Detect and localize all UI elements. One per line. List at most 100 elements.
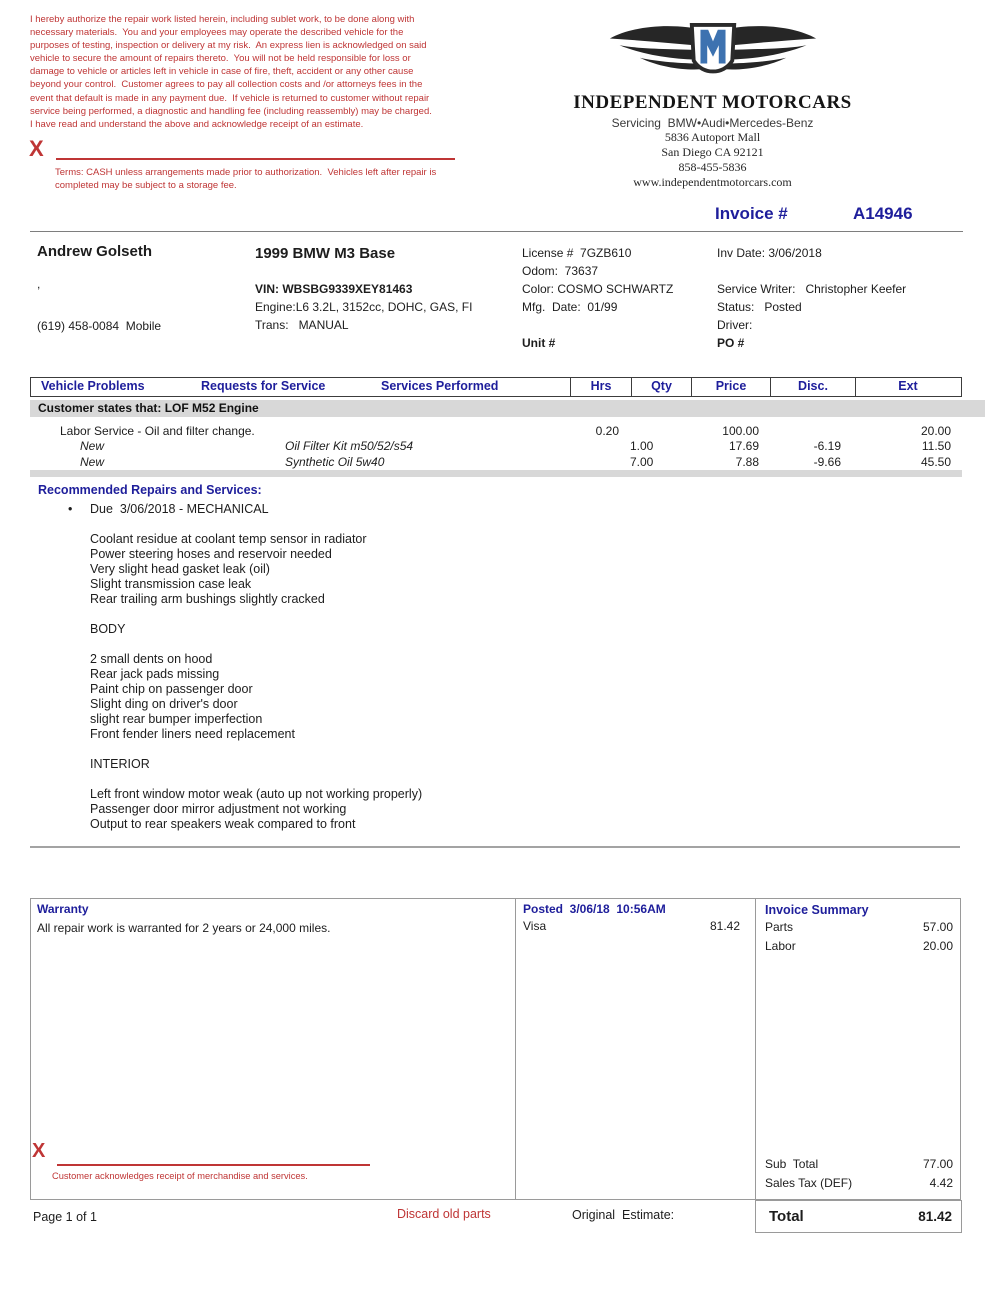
subtotal-row: Sub Total 77.00 <box>765 1157 953 1171</box>
labor-label: Labor <box>765 939 796 953</box>
vehicle-transmission: Trans: MANUAL <box>255 318 349 332</box>
disclaimer-line: damage to vehicle or articles left in ve… <box>30 66 414 78</box>
disclaimer-line: necessary materials. You and your employ… <box>30 27 404 39</box>
row-price: 17.69 <box>728 439 759 454</box>
table-row: Labor Service - Oil and filter change. 0… <box>30 424 962 439</box>
sales-tax-label: Sales Tax (DEF) <box>765 1176 853 1190</box>
row-ext: 11.50 <box>921 439 951 454</box>
col-qty: Qty <box>631 378 691 396</box>
col-ext: Ext <box>855 378 960 396</box>
company-address-line1: 5836 Autoport Mall <box>664 130 761 144</box>
recommendations-title: Recommended Repairs and Services: <box>38 483 262 497</box>
header-divider-line <box>30 231 963 232</box>
row-disc <box>769 424 854 439</box>
table-end-band <box>30 470 962 477</box>
vehicle-license: License # 7GZB610 <box>522 246 632 260</box>
row-part-name: Oil Filter Kit m50/52/s54 <box>285 439 414 454</box>
authorization-signature-line <box>56 158 455 160</box>
summary-box-divider <box>755 898 756 1233</box>
table-row: New Synthetic Oil 5w40 7.00 7.88 -9.66 4… <box>30 455 962 470</box>
list-item: Rear jack pads missing <box>90 667 220 681</box>
list-item: Rear trailing arm bushings slightly crac… <box>90 592 325 606</box>
summary-box <box>30 898 961 1200</box>
original-estimate-label: Original Estimate: <box>572 1208 675 1222</box>
company-website: www.independentmotorcars.com <box>633 175 792 189</box>
list-item: Passenger door mirror adjustment not wor… <box>90 802 347 816</box>
posted-title: Posted 3/06/18 10:56AM <box>523 902 666 916</box>
invoice-date: Inv Date: 3/06/2018 <box>717 246 822 260</box>
warranty-title: Warranty <box>37 902 89 916</box>
section-divider-line <box>30 846 960 848</box>
page-indicator: Page 1 of 1 <box>33 1210 97 1224</box>
company-phone: 858-455-5836 <box>678 160 747 174</box>
total-value: 81.42 <box>918 1209 952 1224</box>
disclaimer-line: purposes of testing, inspection or deliv… <box>30 40 427 52</box>
disclaimer-line: event that default is made in any paymen… <box>30 92 430 104</box>
row-price: 100.00 <box>722 424 759 438</box>
vehicle-odometer: Odom: 73637 <box>522 264 599 278</box>
row-disc: -6.19 <box>813 439 841 454</box>
row-hrs <box>569 439 630 454</box>
body-section-header: BODY <box>90 622 126 636</box>
list-item: Slight ding on driver's door <box>90 697 238 711</box>
subtotal-label: Sub Total <box>765 1157 819 1171</box>
sales-tax-row: Sales Tax (DEF) 4.42 <box>765 1176 953 1190</box>
sales-tax-value: 4.42 <box>929 1176 953 1190</box>
col-hrs: Hrs <box>570 378 631 396</box>
parts-label: Parts <box>765 920 794 934</box>
interior-items: Left front window motor weak (auto up no… <box>90 787 422 832</box>
vehicle-engine: Engine:L6 3.2L, 3152cc, DOHC, GAS, FI <box>255 300 473 314</box>
list-item: Paint chip on passenger door <box>90 682 253 696</box>
recommendation-due: Due 3/06/2018 - MECHANICAL <box>90 502 269 516</box>
parts-value: 57.00 <box>922 920 953 934</box>
disclaimer-line: I hereby authorize the repair work liste… <box>30 14 415 25</box>
service-writer: Service Writer: Christopher Keefer <box>717 282 907 296</box>
vehicle-vin: VIN: WBSBG9339XEY81463 <box>255 282 413 296</box>
list-item: Very slight head gasket leak (oil) <box>90 562 270 576</box>
acknowledgement-signature-x: X <box>32 1140 46 1162</box>
col-price: Price <box>691 378 770 396</box>
invoice-number-label: Invoice # <box>715 204 788 223</box>
labor-value: 20.00 <box>922 939 953 953</box>
table-header-descriptions: Vehicle Problems Requests for Service Se… <box>31 378 570 396</box>
vehicle-mfg-date: Mfg. Date: 01/99 <box>522 300 618 314</box>
row-ext: 45.50 <box>920 454 951 469</box>
list-item: 2 small dents on hood <box>90 652 213 666</box>
customer-address: , <box>37 277 41 291</box>
customer-complaint-band: Customer states that: LOF M52 Engine <box>30 400 985 417</box>
row-price: 7.88 <box>735 454 759 469</box>
services-table-rows: Labor Service - Oil and filter change. 0… <box>30 424 962 470</box>
list-item: slight rear bumper imperfection <box>90 712 263 726</box>
row-hrs <box>569 455 630 470</box>
list-item: Left front window motor weak (auto up no… <box>90 787 423 801</box>
disclaimer-line: service being performed, a diagnostic an… <box>30 105 432 117</box>
row-qty: 1.00 <box>630 439 654 454</box>
interior-section-header: INTERIOR <box>90 757 150 771</box>
row-hrs: 0.20 <box>595 424 619 438</box>
vehicle-title: 1999 BMW M3 Base <box>255 245 396 262</box>
company-logo: INDEPENDENT MOTORCARS Servicing BMW•Audi… <box>565 16 860 190</box>
invoice-summary-title: Invoice Summary <box>765 903 869 917</box>
unit-number-label: Unit # <box>522 336 556 350</box>
row-qty <box>630 424 690 439</box>
company-name: INDEPENDENT MOTORCARS <box>573 92 852 113</box>
col-requests-for-service: Requests for Service <box>201 379 326 393</box>
col-services-performed: Services Performed <box>381 379 499 393</box>
payment-amount: 81.42 <box>709 919 740 933</box>
disclaimer-line: I have read and understand the above and… <box>30 118 364 130</box>
col-vehicle-problems: Vehicle Problems <box>41 379 145 393</box>
customer-name: Andrew Golseth <box>37 243 153 260</box>
payment-row: Visa 81.42 <box>523 919 740 933</box>
services-table-header: Vehicle Problems Requests for Service Se… <box>30 377 962 397</box>
po-number-label: PO # <box>717 336 745 350</box>
invoice-status: Status: Posted <box>717 300 802 314</box>
warranty-text: All repair work is warranted for 2 years… <box>37 921 331 935</box>
discard-old-parts-note: Discard old parts <box>397 1207 491 1221</box>
row-description: Labor Service - Oil and filter change. <box>60 424 255 438</box>
col-disc: Disc. <box>770 378 855 396</box>
list-item: Front fender liners need replacement <box>90 727 295 741</box>
labor-row: Labor 20.00 <box>765 939 953 953</box>
row-part-name: Synthetic Oil 5w40 <box>285 454 385 469</box>
mechanical-items: Coolant residue at coolant temp sensor i… <box>90 532 367 607</box>
